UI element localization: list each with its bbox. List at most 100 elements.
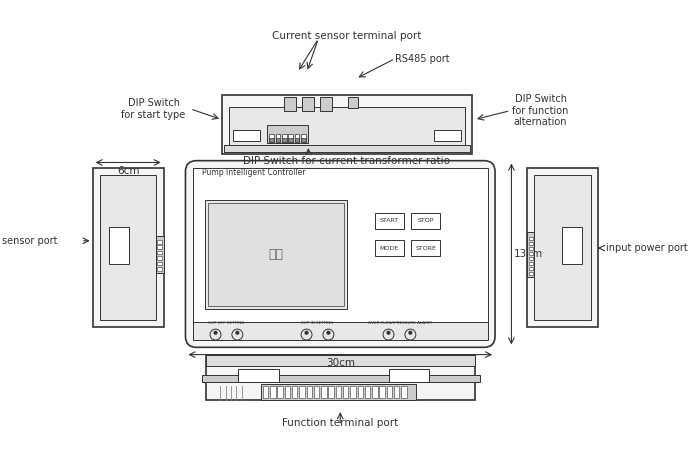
Bar [379,387,385,399]
Text: STOP: STOP [418,218,434,223]
Bar [348,97,357,108]
Bar [321,387,327,399]
Bar [288,138,293,142]
Bar [206,355,475,400]
Text: 控空: 控空 [268,248,284,261]
Bar [562,227,582,264]
Circle shape [327,331,330,334]
Bar [269,138,274,142]
Bar [206,200,347,309]
Bar [284,97,295,112]
Bar [529,247,533,250]
Bar [285,387,291,399]
Bar [301,138,306,142]
Bar [527,232,534,277]
Bar [263,387,268,399]
Text: CUT IN SETTING: CUT IN SETTING [301,321,334,325]
Bar [270,387,276,399]
Bar [529,252,533,255]
Text: Current sensor terminal port: Current sensor terminal port [272,32,421,42]
Text: CUT OFF SETTING: CUT OFF SETTING [208,321,245,325]
Bar [224,145,471,153]
Bar [350,387,356,399]
Bar [336,387,341,399]
Bar [434,130,461,141]
Bar [375,240,404,256]
Bar [233,130,260,141]
Bar [357,387,363,399]
Bar [301,134,306,142]
Text: 13cm: 13cm [514,249,543,259]
Bar [92,168,163,327]
Bar [100,175,156,320]
Circle shape [236,331,238,334]
Bar [157,262,162,266]
Bar [300,387,304,399]
Bar [193,322,488,340]
Circle shape [214,331,217,334]
Bar [222,95,473,154]
Text: input power port: input power port [606,243,688,253]
Bar [261,384,416,400]
Bar [208,202,344,306]
Bar [292,387,297,399]
Bar [202,375,480,382]
Bar [157,240,162,244]
Bar [295,138,300,142]
Bar [401,387,407,399]
Bar [288,134,293,142]
Bar [527,168,598,327]
Text: Pump Intelligent Controller: Pump Intelligent Controller [202,168,305,177]
Bar [193,168,488,327]
Bar [238,369,279,382]
Bar [329,387,334,399]
Bar [529,237,533,240]
Circle shape [387,331,390,334]
Bar [411,240,441,256]
Bar [277,387,283,399]
Bar [157,251,162,255]
Bar [411,213,441,229]
Text: MODE: MODE [380,245,399,250]
Bar [529,262,533,266]
Bar [306,387,312,399]
FancyBboxPatch shape [186,161,495,347]
Bar [375,213,404,229]
Bar [529,257,533,260]
Text: DIP Switch for current transformer ratio: DIP Switch for current transformer ratio [243,156,450,166]
Bar [109,227,129,264]
Bar [156,236,163,273]
Bar [529,267,533,271]
Bar [320,97,332,112]
Bar [157,256,162,260]
Text: 6cm: 6cm [117,166,139,176]
Bar [206,355,475,366]
Bar [534,175,591,320]
Bar [302,97,314,112]
Text: START: START [380,218,399,223]
Bar [372,387,377,399]
Bar [157,267,162,271]
Text: 30cm: 30cm [326,358,354,368]
Bar [365,387,370,399]
Bar [282,138,286,142]
Circle shape [305,331,308,334]
Bar [282,134,286,142]
Text: STORE: STORE [416,245,436,250]
Bar [314,387,319,399]
Bar [269,134,274,142]
Circle shape [409,331,411,334]
Text: OVER-FLOW/PRESSURE ALARM: OVER-FLOW/PRESSURE ALARM [368,321,432,325]
Bar [389,369,430,382]
Text: sensor port: sensor port [3,236,58,246]
Bar [276,138,280,142]
Bar [268,125,309,143]
Bar [157,245,162,249]
Text: DIP Switch
for function
alternation: DIP Switch for function alternation [512,94,569,127]
Bar [276,134,280,142]
Text: RS485 port: RS485 port [395,54,450,64]
Bar [529,242,533,245]
Bar [386,387,392,399]
Bar [343,387,348,399]
Bar [295,134,300,142]
